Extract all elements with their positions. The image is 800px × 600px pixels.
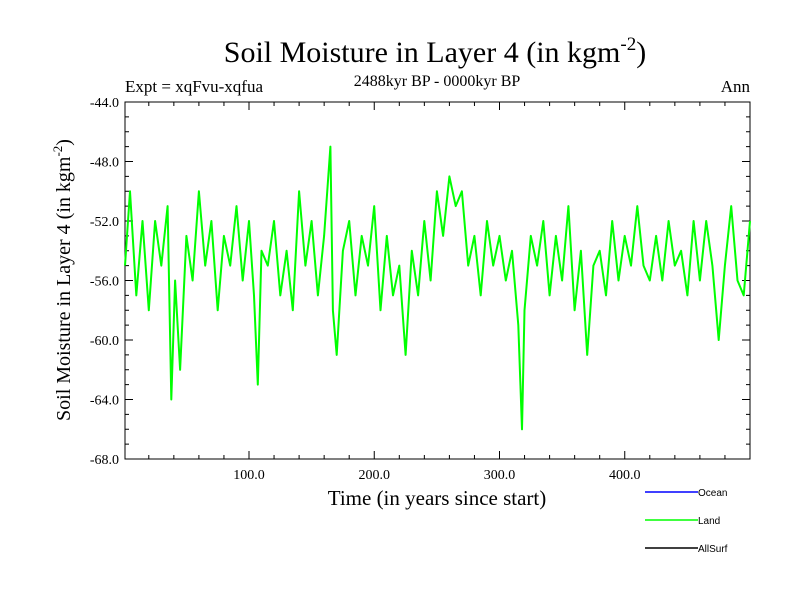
- y-tick-label: -44.0: [90, 96, 119, 111]
- legend-label-land: Land: [698, 516, 720, 527]
- chart-title: Soil Moisture in Layer 4 (in kgm-2): [224, 34, 646, 69]
- legend: Ocean Land AllSurf: [645, 488, 728, 555]
- season-label: Ann: [721, 77, 751, 96]
- x-axis-label: Time (in years since start): [328, 486, 547, 510]
- y-tick-label: -52.0: [90, 215, 119, 230]
- x-tick-label: 100.0: [233, 468, 265, 483]
- y-tick-label: -48.0: [90, 156, 119, 171]
- y-tick-label: -64.0: [90, 394, 119, 409]
- y-tick-label: -68.0: [90, 453, 119, 468]
- x-axis: 100.0 200.0 300.0 400.0: [148, 102, 726, 483]
- y-axis-label-superscript: -2: [50, 146, 65, 157]
- x-tick-label: 300.0: [484, 468, 516, 483]
- y-axis-label: Soil Moisture in Layer 4 (in kgm-2): [50, 139, 75, 421]
- x-tick-label: 400.0: [609, 468, 641, 483]
- series-line-land: [124, 145, 751, 431]
- y-axis: -44.0 -48.0 -52.0 -56.0 -60.0 -64.0 -68.0: [90, 96, 750, 468]
- legend-label-allsurf: AllSurf: [698, 544, 728, 555]
- y-tick-label: -56.0: [90, 275, 119, 290]
- plot-frame: [124, 101, 751, 460]
- chart-subtitle: 2488kyr BP - 0000kyr BP: [354, 73, 521, 90]
- chart-title-superscript: -2: [620, 34, 636, 55]
- legend-label-ocean: Ocean: [698, 488, 727, 499]
- y-tick-label: -60.0: [90, 334, 119, 349]
- x-tick-label: 200.0: [358, 468, 390, 483]
- experiment-label: Expt = xqFvu-xqfua: [125, 77, 263, 96]
